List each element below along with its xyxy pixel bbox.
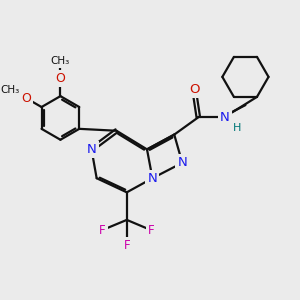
Text: F: F	[99, 224, 105, 237]
Text: N: N	[177, 156, 187, 169]
Text: CH₃: CH₃	[51, 56, 70, 66]
Text: CH₃: CH₃	[1, 85, 20, 95]
Text: F: F	[124, 239, 130, 252]
Text: O: O	[56, 72, 65, 85]
Text: N: N	[87, 143, 96, 156]
Text: H: H	[232, 123, 241, 133]
Text: N: N	[148, 172, 157, 185]
Text: O: O	[189, 83, 200, 96]
Text: N: N	[220, 111, 230, 124]
Text: F: F	[148, 224, 154, 237]
Text: O: O	[21, 92, 31, 105]
